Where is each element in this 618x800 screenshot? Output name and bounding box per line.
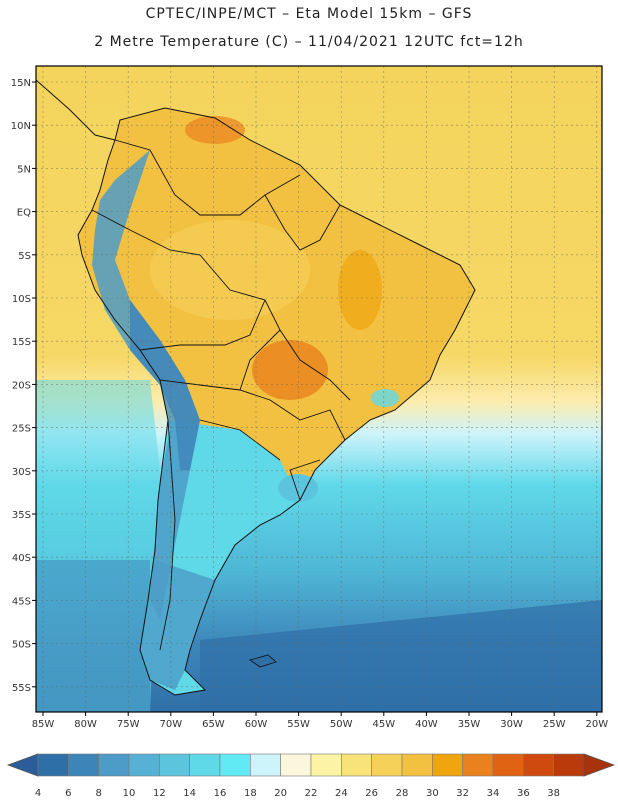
legend-swatch [462, 753, 494, 777]
lat-label: 20S [12, 380, 31, 391]
lon-label: 70W [159, 719, 182, 730]
lon-label: 25W [543, 719, 566, 730]
legend-value: 10 [123, 788, 136, 799]
legend-swatch [98, 753, 130, 777]
legend-swatch [341, 753, 372, 777]
lon-label: 85W [32, 719, 55, 730]
legend-swatch [189, 753, 221, 777]
map-title-line1: CPTEC/INPE/MCT – Eta Model 15km – GFS [145, 6, 473, 22]
lon-label: 45W [372, 719, 395, 730]
legend-swatch [250, 753, 281, 777]
legend-swatch [68, 753, 99, 777]
lat-label: 10S [12, 294, 31, 305]
legend-value: 26 [365, 788, 378, 799]
lat-label: 45S [12, 596, 31, 607]
legend-value: 24 [335, 788, 348, 799]
legend-value: 12 [153, 788, 166, 799]
legend-value: 8 [95, 788, 101, 799]
lat-label: 40S [12, 553, 31, 564]
legend-swatch [37, 753, 69, 777]
legend-swatch [401, 753, 433, 777]
legend-value: 34 [487, 788, 500, 799]
legend-value: 18 [244, 788, 257, 799]
map-title-line2: 2 Metre Temperature (C) – 11/04/2021 12U… [94, 34, 524, 50]
legend-swatch [128, 753, 160, 777]
lon-label: 80W [74, 719, 97, 730]
lat-label: 15S [12, 337, 31, 348]
legend-swatch [432, 753, 463, 777]
legend-value: 38 [547, 788, 560, 799]
legend-value: 30 [426, 788, 439, 799]
legend-value: 32 [456, 788, 469, 799]
legend-swatch [219, 753, 251, 777]
legend-value: 6 [65, 788, 71, 799]
legend-value: 22 [305, 788, 318, 799]
color-legend: 4 6 8 10 12 14 16 18 20 22 24 26 28 30 32 34 36 38 [6, 753, 616, 799]
lon-label: 35W [458, 719, 481, 730]
lat-label: 5S [18, 251, 31, 262]
legend-value: 20 [274, 788, 287, 799]
legend-swatch [371, 753, 403, 777]
legend-arrow-high [583, 753, 616, 777]
lat-label: 25S [12, 424, 31, 435]
lon-label: 20W [585, 719, 608, 730]
legend-swatch [159, 753, 190, 777]
map-gridlines [36, 66, 602, 712]
legend-swatch [492, 753, 524, 777]
lon-label: 40W [415, 719, 438, 730]
legend-swatch [310, 753, 342, 777]
legend-swatch [523, 753, 554, 777]
lat-label: 15N [11, 78, 31, 89]
legend-value: 28 [396, 788, 409, 799]
legend-value: 16 [214, 788, 227, 799]
lat-label: 10N [11, 121, 31, 132]
legend-value: 4 [35, 788, 41, 799]
lon-label: 65W [202, 719, 225, 730]
lat-label: 50S [12, 640, 31, 651]
lon-label: 50W [330, 719, 353, 730]
lat-label: 30S [12, 467, 31, 478]
lon-label: 75W [117, 719, 140, 730]
lon-label: 55W [287, 719, 310, 730]
country-borders [91, 139, 351, 651]
legend-value: 14 [183, 788, 196, 799]
lon-label: 30W [500, 719, 523, 730]
lat-label: 5N [17, 164, 31, 175]
lat-label: 55S [12, 683, 31, 694]
legend-swatch [553, 753, 585, 777]
legend-swatch [280, 753, 312, 777]
legend-arrow-low [6, 753, 39, 777]
map-frame [35, 65, 603, 713]
lon-label: 60W [245, 719, 268, 730]
lat-label: 35S [12, 510, 31, 521]
lat-label: EQ [17, 208, 31, 219]
legend-value: 36 [517, 788, 530, 799]
